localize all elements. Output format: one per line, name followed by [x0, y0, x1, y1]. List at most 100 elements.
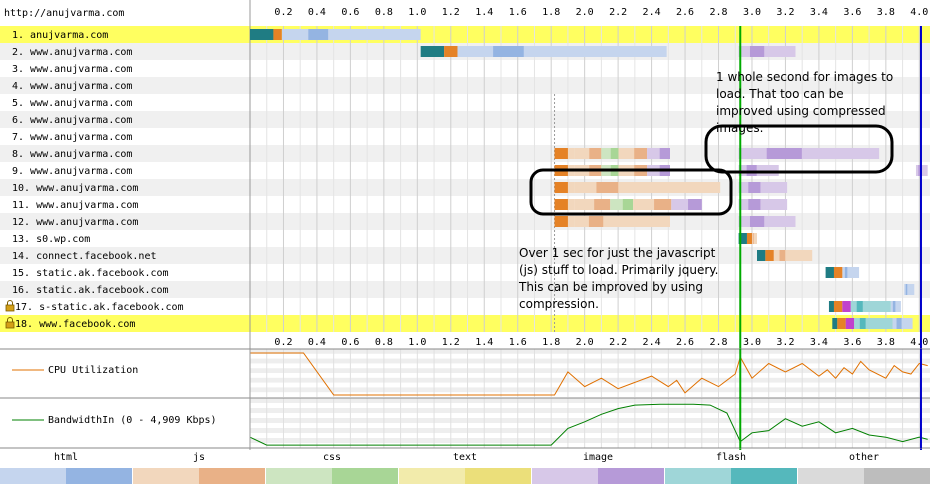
image-annotation-outline — [704, 124, 894, 174]
legend-label: text — [452, 452, 478, 463]
legend-label: other — [848, 452, 880, 463]
legend-swatch-light — [133, 468, 199, 484]
request-row — [0, 162, 930, 179]
bandwidth-in-stripe — [250, 398, 930, 403]
secondary-bar — [892, 318, 913, 329]
bandwidth-in-stripe — [250, 438, 930, 443]
legend-swatch-dark — [731, 468, 797, 484]
x-tick-label-bottom: 2.2 — [609, 337, 627, 348]
request-label: 1. anujvarma.com — [12, 30, 108, 41]
request-row — [0, 281, 930, 298]
request-label: 6. www.anujvarma.com — [12, 115, 132, 126]
x-tick-label-top: 2.0 — [576, 7, 594, 18]
request-label: 3. www.anujvarma.com — [12, 64, 132, 75]
download-bar — [288, 29, 421, 40]
x-tick-label-bottom: 2.8 — [709, 337, 727, 348]
legend-item-css: css — [266, 450, 398, 484]
ttfb-bar — [281, 29, 289, 40]
request-row — [0, 128, 930, 145]
ttfb-bar — [567, 216, 575, 227]
secondary-bar — [738, 46, 796, 57]
bandwidth-in-stripe — [250, 408, 930, 413]
x-tick-label-top: 3.0 — [743, 7, 761, 18]
x-tick-label-top: 1.6 — [509, 7, 527, 18]
request-label: 10. www.anujvarma.com — [12, 183, 138, 194]
legend-label: flash — [715, 452, 747, 463]
secondary-bar — [738, 148, 880, 159]
x-tick-label-bottom: 0.4 — [308, 337, 326, 348]
secondary-bar-active — [892, 301, 896, 312]
connect-bar — [273, 29, 282, 40]
x-tick-label-bottom: 0.6 — [341, 337, 359, 348]
request-row — [0, 247, 930, 264]
x-tick-label-top: 0.6 — [341, 7, 359, 18]
legend-swatch-light — [665, 468, 731, 484]
footer-axis-band — [0, 332, 930, 349]
dns-bar — [828, 301, 834, 312]
x-tick-label-top: 1.8 — [542, 7, 560, 18]
download-bar — [462, 46, 667, 57]
request-row — [0, 213, 930, 230]
download-bar — [842, 267, 860, 278]
download-bar — [850, 301, 891, 312]
x-tick-label-top: 3.6 — [843, 7, 861, 18]
secondary-bar — [738, 216, 796, 227]
bandwidth-in-stripe — [250, 428, 930, 433]
x-tick-label-bottom: 3.0 — [743, 337, 761, 348]
download-bar — [904, 284, 915, 295]
download-bar-active — [634, 148, 648, 159]
download-bar — [601, 148, 619, 159]
request-row — [0, 111, 930, 128]
request-row — [0, 230, 930, 247]
x-tick-label-bottom: 0.2 — [274, 337, 292, 348]
request-label: 16. static.ak.facebook.com — [12, 285, 169, 296]
request-label: 5. www.anujvarma.com — [12, 98, 132, 109]
legend-swatch-dark — [332, 468, 398, 484]
download-bar — [751, 233, 757, 244]
download-bar — [574, 148, 602, 159]
x-tick-label-top: 1.0 — [408, 7, 426, 18]
lock-icon-body — [5, 304, 15, 312]
x-tick-label-bottom: 1.6 — [509, 337, 527, 348]
annotation-text-line: compression. — [519, 297, 599, 311]
dns-bar — [250, 29, 274, 40]
legend-label: css — [322, 452, 342, 463]
secondary-bar-active — [766, 148, 802, 159]
download-bar — [671, 199, 702, 210]
connect-bar — [554, 182, 568, 193]
download-bar — [647, 148, 670, 159]
x-tick-label-bottom: 0.8 — [375, 337, 393, 348]
lock-icon-shackle — [7, 317, 13, 322]
connect-bar — [746, 233, 752, 244]
connect-bar — [765, 250, 774, 261]
request-label: 13. s0.wp.com — [12, 234, 90, 245]
ttfb-bar — [457, 46, 463, 57]
secondary-bar-active — [748, 182, 761, 193]
x-tick-label-top: 2.8 — [709, 7, 727, 18]
secondary-bar-active — [896, 318, 902, 329]
secondary-bar-active — [749, 46, 765, 57]
x-tick-label-bottom: 1.4 — [475, 337, 493, 348]
x-tick-label-bottom: 3.4 — [810, 337, 828, 348]
download-bar-active — [589, 148, 602, 159]
annotation-text-line: images. — [716, 121, 763, 135]
request-label: 14. connect.facebook.net — [12, 251, 157, 262]
request-row — [0, 94, 930, 111]
legend-swatch-light — [266, 468, 332, 484]
content-type-legend: html js css text image flash other — [0, 450, 930, 484]
legend-item-flash: flash — [665, 450, 797, 484]
secondary-bar-active — [749, 216, 765, 227]
download-bar — [610, 199, 634, 210]
connect-bar — [837, 318, 846, 329]
lock-icon-shackle — [7, 300, 13, 305]
waterfall-chart: 0.2 0.2 0.4 0.4 0.6 0.6 0.8 0.8 1.0 1.0 1.2 1.2 1.4 1… — [0, 0, 930, 450]
download-bar-active — [856, 301, 863, 312]
legend-swatch-dark — [864, 468, 930, 484]
request-label: 8. www.anujvarma.com — [12, 149, 132, 160]
cpu-utilization-stripe — [250, 358, 930, 364]
download-bar — [574, 216, 670, 227]
cpu-utilization-stripe — [250, 377, 930, 383]
x-tick-label-top: 4.0 — [910, 7, 928, 18]
download-bar-active — [596, 182, 619, 193]
download-bar — [773, 250, 813, 261]
